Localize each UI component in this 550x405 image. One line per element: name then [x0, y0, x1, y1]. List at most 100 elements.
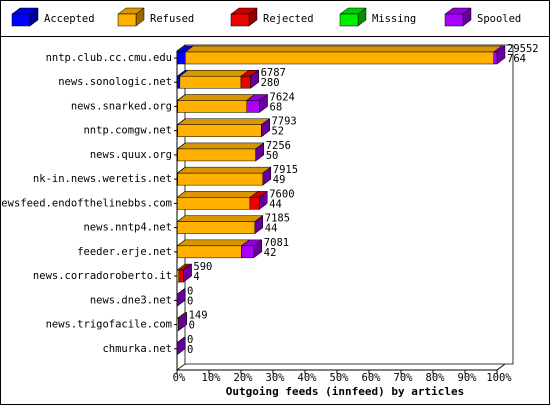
bar-segment — [183, 263, 192, 283]
legend-label: Missing — [372, 13, 416, 25]
bar-segment-top — [184, 45, 503, 53]
accepted-label: 44 — [269, 198, 282, 210]
bar-segment-front — [240, 75, 251, 89]
bar-segment-top — [179, 69, 250, 77]
legend-swatch-front — [11, 13, 31, 27]
offered-label: 0 — [187, 334, 193, 346]
x-tick-label: 20% — [234, 372, 254, 384]
bar-segment-side — [250, 69, 259, 89]
bar-segment-top — [176, 239, 251, 247]
offered-label: 7793 — [271, 116, 296, 128]
legend-swatch — [230, 7, 258, 27]
bar-segment-front — [246, 100, 260, 113]
bar-segment-front — [177, 221, 256, 234]
bar-segment-side — [254, 215, 264, 235]
bar-segment — [178, 312, 187, 332]
bar-segment-top — [176, 142, 265, 150]
bar-segment-top — [176, 94, 256, 101]
legend-swatch-front — [444, 13, 464, 27]
bar-segment-front — [176, 51, 186, 65]
bar-segment — [261, 118, 270, 138]
y-tick-label: nk-in.news.weretis.net — [33, 173, 172, 185]
legend-swatch-front — [117, 13, 137, 27]
y-tick-label: nntp.comgw.net — [83, 125, 172, 137]
bar-segment — [250, 69, 259, 89]
bar-segment — [176, 190, 259, 210]
bar-segment-side — [255, 142, 264, 162]
legend-swatch — [11, 7, 39, 27]
bar-segment-front — [185, 51, 495, 65]
bar-segment-top — [176, 166, 272, 174]
bar-segment-front — [177, 197, 251, 210]
y-tick-label: feeder.erje.net — [77, 246, 172, 258]
legend-swatch-front — [339, 13, 359, 27]
bar-segment-side — [258, 190, 268, 210]
offered-label: 149 — [189, 310, 208, 322]
legend-label: Spooled — [477, 13, 521, 25]
y-tick-label: newsfeed.endofthelinebbs.com — [0, 197, 172, 209]
bar-segment-front — [179, 75, 242, 89]
bar-segment-side — [262, 166, 272, 186]
bar-segment-front — [177, 148, 256, 162]
bar-segment-top — [176, 191, 259, 198]
bar-segment — [184, 45, 503, 65]
y-tick-label: chmurka.net — [102, 343, 172, 355]
offered-label: 7256 — [266, 140, 291, 152]
accepted-label: 4 — [193, 271, 199, 283]
offered-label: 29552 — [507, 43, 539, 55]
accepted-label: 52 — [271, 126, 284, 138]
bar-segment-side — [183, 263, 192, 283]
bar-segment — [179, 69, 250, 89]
bar-segment-side — [176, 287, 186, 307]
bar-segment-side — [176, 336, 186, 356]
bar-segment-top — [176, 118, 271, 125]
legend-swatch — [339, 7, 367, 27]
legend-swatch-front — [230, 13, 250, 27]
x-tick-label: 40% — [298, 372, 318, 384]
x-tick-label: 30% — [266, 372, 286, 384]
bar-segment — [176, 142, 265, 162]
bar-segment-side — [178, 312, 187, 332]
accepted-label: 49 — [273, 174, 286, 186]
x-tick-label: 100% — [486, 372, 512, 384]
y-tick-label: news.snarked.org — [71, 100, 172, 112]
accepted-label: 68 — [270, 101, 283, 113]
legend-swatch — [117, 7, 145, 27]
bar-segment — [262, 166, 272, 186]
accepted-label: 42 — [264, 247, 277, 259]
offered-label: 7624 — [270, 91, 295, 103]
bar-segment — [176, 287, 186, 307]
accepted-label: 44 — [265, 223, 278, 235]
accepted-label: 280 — [261, 77, 280, 89]
bar-segment — [254, 215, 264, 235]
accepted-label: 0 — [189, 320, 195, 332]
bar-segment — [176, 93, 256, 113]
x-tick-label: 50% — [330, 372, 350, 384]
x-tick-label: 80% — [426, 372, 446, 384]
bar-segment-front — [493, 51, 498, 65]
bar-segment — [176, 336, 186, 356]
offered-label: 7081 — [264, 237, 289, 249]
bar-segment-top — [176, 215, 264, 222]
legend-label: Accepted — [44, 13, 95, 25]
bar-segment-front — [177, 172, 264, 186]
bar-segment — [176, 239, 251, 259]
y-tick-label: nntp.club.cc.cmu.edu — [46, 52, 172, 64]
bar-segment — [258, 190, 268, 210]
y-tick-label: news.trigofacile.com — [46, 319, 172, 331]
offered-label: 7185 — [265, 213, 290, 225]
x-tick-label: 70% — [394, 372, 414, 384]
bar-segment-front — [176, 269, 180, 283]
bar-segment — [493, 45, 506, 65]
x-tick-label: 90% — [458, 372, 478, 384]
bar-segment-front — [241, 245, 255, 259]
bar-segment-front — [177, 245, 242, 259]
bar-segment — [176, 118, 271, 138]
bar-segment-front — [176, 75, 181, 89]
y-tick-label: news.dne3.net — [90, 294, 172, 306]
offered-label: 7915 — [273, 164, 298, 176]
offered-label: 0 — [187, 285, 193, 297]
accepted-label: 50 — [266, 150, 279, 162]
x-axis-depth — [496, 363, 506, 371]
bar-segment-front — [177, 100, 248, 113]
